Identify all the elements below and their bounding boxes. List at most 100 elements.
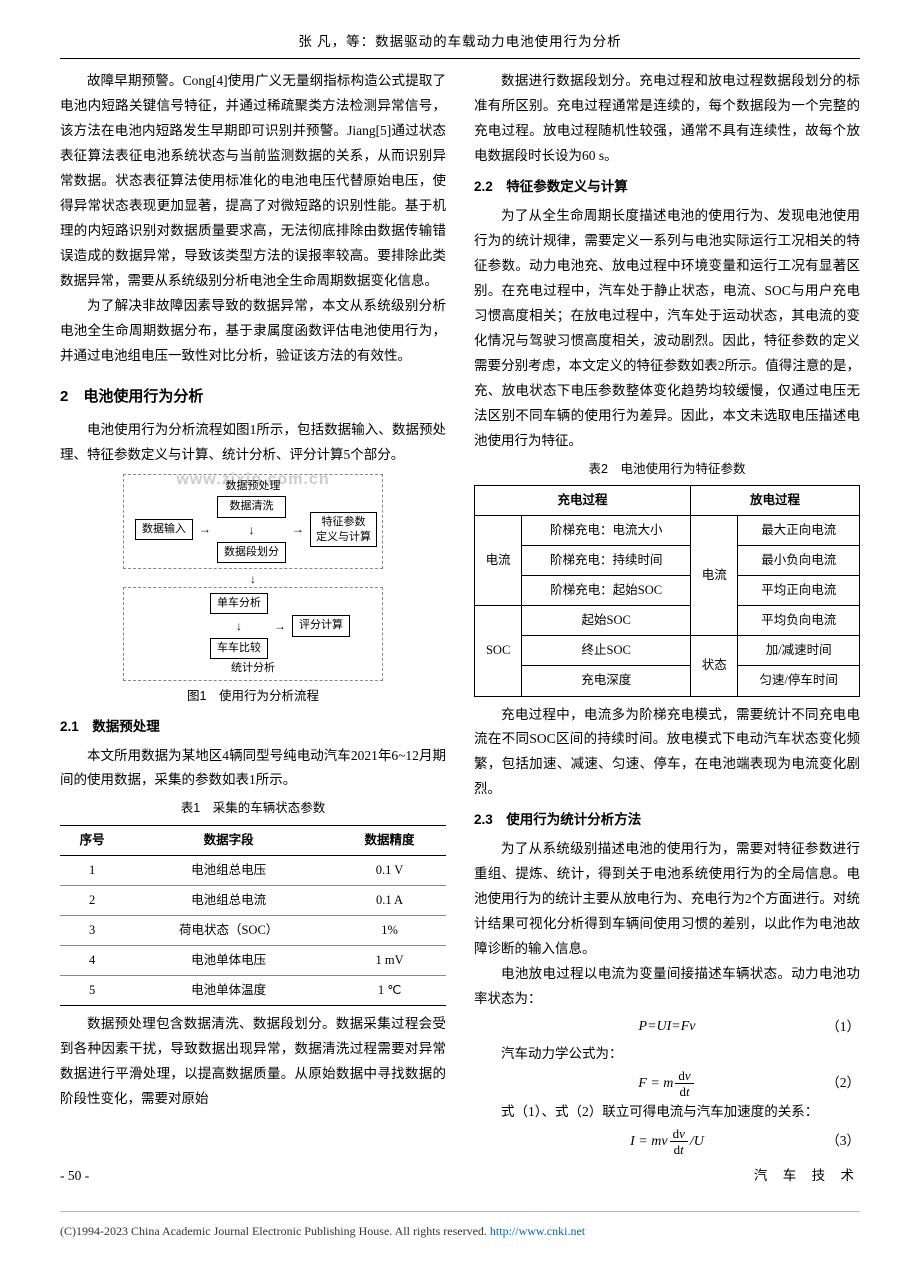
td: 终止SOC — [522, 636, 691, 666]
td: 1 mV — [333, 946, 446, 976]
td: 充电深度 — [522, 666, 691, 696]
td: 4 — [60, 946, 124, 976]
page-footer: - 50 - 汽 车 技 术 — [60, 1164, 860, 1189]
para: 本文所用数据为某地区4辆同型号纯电动汽车2021年6~12月期间的使用数据，采集… — [60, 744, 446, 794]
fraction: dv dt — [670, 1127, 688, 1156]
td: 荷电状态（SOC） — [124, 915, 333, 945]
section-2-3-title: 2.3 使用行为统计分析方法 — [474, 808, 860, 833]
eq-number: （2） — [826, 1071, 860, 1096]
para: 式（1）、式（2）联立可得电流与汽车加速度的关系： — [474, 1100, 860, 1125]
eq-tail: /U — [690, 1129, 704, 1155]
eq-number: （1） — [826, 1015, 860, 1040]
td: 电池组总电压 — [124, 855, 333, 885]
td: 0.1 A — [333, 885, 446, 915]
td: 电池单体温度 — [124, 976, 333, 1006]
text: 汽车动力学公式为： — [501, 1046, 623, 1061]
th: 数据字段 — [124, 825, 333, 855]
table-row: 4电池单体电压1 mV — [60, 946, 446, 976]
flow-group-label: 数据预处理 — [130, 480, 376, 493]
td: SOC — [475, 606, 522, 696]
fraction: dv dt — [675, 1069, 693, 1098]
td: 电流 — [691, 515, 738, 636]
arrow-down-icon: ↓ — [249, 524, 255, 536]
td: 最小负向电流 — [738, 545, 860, 575]
td: 状态 — [691, 636, 738, 696]
td: 起始SOC — [522, 606, 691, 636]
table-header-row: 充电过程 放电过程 — [475, 485, 860, 515]
table-row: 2电池组总电流0.1 A — [60, 885, 446, 915]
para: 为了从全生命周期长度描述电池的使用行为、发现电池使用行为的统计规律，需要定义一系… — [474, 204, 860, 454]
para: 为了解决非故障因素导致的数据异常，本文从系统级别分析电池全生命周期数据分布，基于… — [60, 294, 446, 369]
td: 平均正向电流 — [738, 576, 860, 606]
table-row: 阶梯充电：起始SOC 平均正向电流 — [475, 576, 860, 606]
td: 最大正向电流 — [738, 515, 860, 545]
td: 阶梯充电：起始SOC — [522, 576, 691, 606]
flow-group-analysis: 单车分析 ↓ 车车比较 → 评分计算 统计分析 — [123, 587, 383, 682]
table-2: 充电过程 放电过程 电流 阶梯充电：电流大小 电流 最大正向电流 阶梯充电：持续… — [474, 485, 860, 697]
para: 为了从系统级别描述电池的使用行为，需要对特征参数进行重组、提炼、统计，得到关于电… — [474, 837, 860, 962]
td: 0.1 V — [333, 855, 446, 885]
table-row: SOC 起始SOC 平均负向电流 — [475, 606, 860, 636]
section-2-2-title: 2.2 特征参数定义与计算 — [474, 175, 860, 200]
eq-number: （3） — [826, 1129, 860, 1154]
equation-3: I = mv dv dt /U （3） — [474, 1127, 860, 1156]
page-header: 张 凡，等：数据驱动的车载动力电池使用行为分析 — [60, 30, 860, 59]
text: 式（1）、式（2）联立可得电流与汽车加速度的关系： — [501, 1104, 818, 1119]
header-title: 张 凡，等：数据驱动的车载动力电池使用行为分析 — [298, 34, 621, 49]
table-row: 阶梯充电：持续时间 最小负向电流 — [475, 545, 860, 575]
copyright-line: (C)1994-2023 China Academic Journal Elec… — [60, 1211, 860, 1242]
flow-group-label: 统计分析 — [130, 662, 376, 675]
para: 数据预处理包含数据清洗、数据段划分。数据采集过程会受到各种因素干扰，导致数据出现… — [60, 1012, 446, 1112]
figure-1-caption: 图1 使用行为分析流程 — [60, 685, 446, 708]
table-row: 1电池组总电压0.1 V — [60, 855, 446, 885]
flow-box-score: 评分计算 — [292, 615, 350, 636]
section-2-title: 2 电池使用行为分析 — [60, 383, 446, 411]
table-row: 电流 阶梯充电：电流大小 电流 最大正向电流 — [475, 515, 860, 545]
equation-2: F = m dv dt （2） — [474, 1069, 860, 1098]
arrow-right-icon: → — [273, 619, 287, 633]
flow-feature-line1: 特征参数 — [316, 515, 371, 529]
arrow-right-icon: → — [291, 522, 305, 536]
flow-box-segment: 数据段划分 — [217, 542, 286, 563]
flow-feature-line2: 定义与计算 — [316, 530, 371, 544]
arrow-right-icon: → — [198, 522, 212, 536]
th-discharge: 放电过程 — [691, 485, 860, 515]
table-row: 终止SOC 状态 加/减速时间 — [475, 636, 860, 666]
td: 1 ℃ — [333, 976, 446, 1006]
table-row: 3荷电状态（SOC）1% — [60, 915, 446, 945]
table-row: 充电深度 匀速/停车时间 — [475, 666, 860, 696]
para: 汽车动力学公式为： — [474, 1042, 860, 1067]
flow-box-clean: 数据清洗 — [217, 496, 286, 517]
eq-dv: v — [685, 1068, 691, 1083]
td: 匀速/停车时间 — [738, 666, 860, 696]
para: 数据进行数据段划分。充电过程和放电过程数据段划分的标准有所区别。充电过程通常是连… — [474, 69, 860, 169]
eq-lhs: I = mv — [630, 1129, 667, 1155]
journal-name: 汽 车 技 术 — [754, 1164, 860, 1189]
figure-1-flowchart: www.zixin.com.cn 数据预处理 数据输入 → 数据清洗 ↓ 数据段… — [123, 474, 383, 681]
th-charge: 充电过程 — [475, 485, 691, 515]
table-header-row: 序号 数据字段 数据精度 — [60, 825, 446, 855]
para: 电池放电过程以电流为变量间接描述车辆状态。动力电池功率状态为： — [474, 962, 860, 1012]
td: 阶梯充电：电流大小 — [522, 515, 691, 545]
table-1: 序号 数据字段 数据精度 1电池组总电压0.1 V2电池组总电流0.1 A3荷电… — [60, 825, 446, 1007]
copyright-text: (C)1994-2023 China Academic Journal Elec… — [60, 1224, 490, 1238]
flow-group-preprocess: 数据预处理 数据输入 → 数据清洗 ↓ 数据段划分 → 特征参数 定义与计算 — [123, 474, 383, 569]
eq-dt: t — [686, 1084, 690, 1099]
arrow-down-icon: ↓ — [236, 620, 242, 632]
para: 电池使用行为分析流程如图1所示，包括数据输入、数据预处理、特征参数定义与计算、统… — [60, 418, 446, 468]
equation-1: P=UI=Fv （1） — [474, 1014, 860, 1040]
td: 5 — [60, 976, 124, 1006]
td: 1 — [60, 855, 124, 885]
para: 故障早期预警。Cong[4]使用广义无量纲指标构造公式提取了电池内短路关键信号特… — [60, 69, 446, 294]
td: 3 — [60, 915, 124, 945]
eq-lhs: F = m — [638, 1071, 673, 1097]
td: 1% — [333, 915, 446, 945]
table-row: 5电池单体温度1 ℃ — [60, 976, 446, 1006]
td: 电池单体电压 — [124, 946, 333, 976]
flow-box-compare: 车车比较 — [210, 638, 268, 659]
article-body: 故障早期预警。Cong[4]使用广义无量纲指标构造公式提取了电池内短路关键信号特… — [60, 69, 860, 1156]
td: 平均负向电流 — [738, 606, 860, 636]
cnki-link[interactable]: http://www.cnki.net — [490, 1224, 585, 1238]
para: 充电过程中，电流多为阶梯充电模式，需要统计不同充电电流在不同SOC区间的持续时间… — [474, 703, 860, 803]
flow-box-input: 数据输入 — [135, 519, 193, 540]
